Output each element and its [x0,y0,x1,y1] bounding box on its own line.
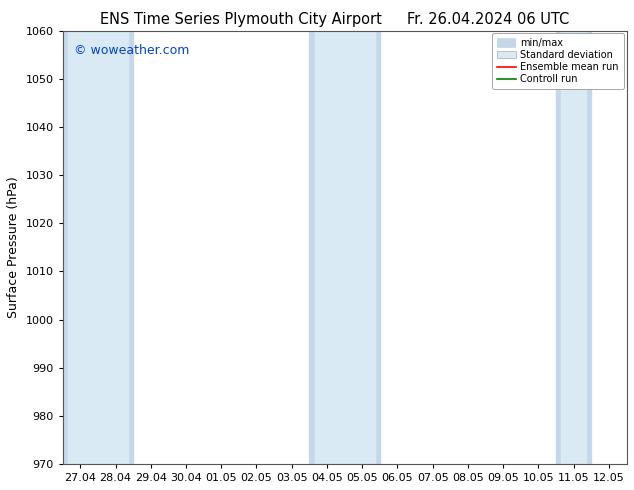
Text: © woweather.com: © woweather.com [74,44,190,56]
Bar [309,30,380,464]
Bar [556,30,592,464]
Bar [314,30,375,464]
Bar [561,30,586,464]
Bar [68,30,128,464]
Text: Fr. 26.04.2024 06 UTC: Fr. 26.04.2024 06 UTC [407,12,569,27]
Text: ENS Time Series Plymouth City Airport: ENS Time Series Plymouth City Airport [100,12,382,27]
Y-axis label: Surface Pressure (hPa): Surface Pressure (hPa) [7,176,20,318]
Legend: min/max, Standard deviation, Ensemble mean run, Controll run: min/max, Standard deviation, Ensemble me… [492,33,624,89]
Bar [63,30,133,464]
